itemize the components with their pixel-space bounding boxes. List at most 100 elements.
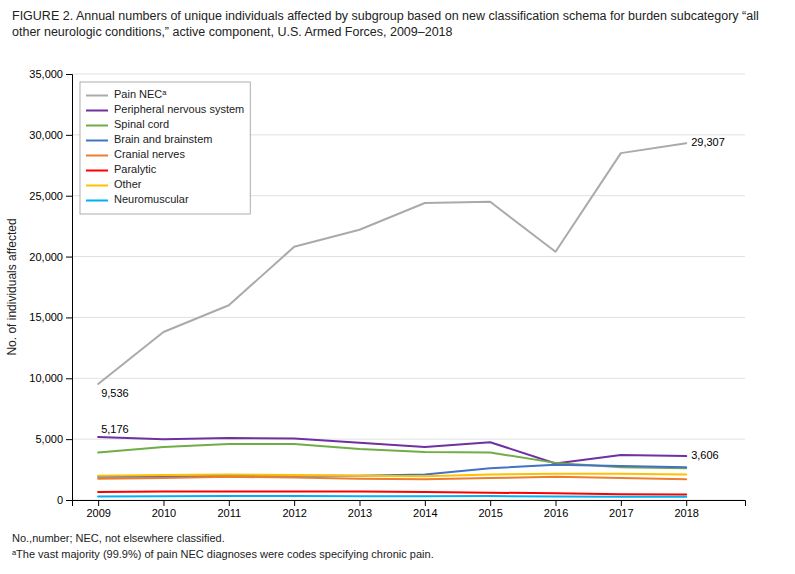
legend-label: Peripheral nervous system	[114, 103, 244, 115]
x-tick-label: 2017	[609, 507, 633, 519]
legend-item: Peripheral nervous system	[86, 103, 244, 115]
title-line: other neurologic conditions,” active com…	[12, 25, 453, 39]
grid	[72, 74, 745, 500]
lines	[98, 143, 686, 497]
grid-line	[72, 317, 745, 318]
y-tick-mark	[66, 439, 72, 440]
title: FIGURE 2. Annual numbers of unique indiv…	[12, 9, 759, 39]
x-tick: 2014	[413, 500, 437, 519]
x-tick: 2018	[674, 500, 698, 519]
y-tick: 35,000	[29, 68, 72, 80]
x-tick-label: 2018	[674, 507, 698, 519]
x-tick-label: 2014	[413, 507, 437, 519]
y-tick-label: 5,000	[35, 433, 63, 445]
x-tick: 2017	[609, 500, 633, 519]
grid-line	[72, 256, 745, 257]
series-line	[98, 474, 686, 476]
legend: Pain NECᵃ Peripheral nervous system Spinal…	[80, 82, 250, 214]
x-tick: 2012	[282, 500, 306, 519]
legend-item: Other	[86, 178, 142, 190]
legend-swatch	[86, 185, 108, 187]
x-tick-mark	[98, 500, 99, 506]
legend-item: Cranial nerves	[86, 148, 185, 160]
y-tick: 15,000	[29, 311, 72, 323]
y-axis-title: No. of individuals affected	[5, 218, 19, 355]
legend-swatch	[86, 140, 108, 142]
x-tick-mark	[425, 500, 426, 506]
x-tick: 2015	[478, 500, 502, 519]
footnote: ᵃThe vast majority (99.9%) of pain NEC d…	[12, 548, 434, 560]
annotation: 9,536	[101, 387, 129, 399]
footnote: No.,number; NEC, not elsewhere classifie…	[12, 532, 225, 544]
axis-domain	[66, 75, 73, 501]
annotation: 5,176	[101, 423, 129, 435]
y-tick-label: 10,000	[29, 372, 63, 384]
x-tick-mark	[621, 500, 622, 506]
series-line	[98, 491, 686, 494]
legend-label: Other	[114, 178, 142, 190]
x-tick-mark	[686, 500, 687, 506]
series-line	[98, 465, 686, 477]
y-tick-label: 0	[57, 494, 63, 506]
legend-label: Brain and brainstem	[114, 133, 212, 145]
y-tick: 10,000	[29, 372, 72, 384]
y-tick: 20,000	[29, 251, 72, 263]
y-axis: 0 5,000 10,000 15,000 20,000 25,000 30,000 35,0…	[29, 68, 72, 506]
series-line	[98, 495, 686, 498]
y-tick-label: 20,000	[29, 251, 63, 263]
axis-domain	[73, 501, 746, 507]
legend-label: Spinal cord	[114, 118, 169, 130]
legend-label: Pain NECᵃ	[114, 88, 167, 100]
y-tick-label: 25,000	[29, 190, 63, 202]
x-tick-mark	[556, 500, 557, 506]
x-tick-mark	[294, 500, 295, 506]
x-tick-mark	[163, 500, 164, 506]
series-line	[98, 477, 686, 479]
chart: FIGURE 2. Annual numbers of unique indiv…	[0, 0, 795, 574]
x-tick-mark	[229, 500, 230, 506]
y-tick-mark	[66, 500, 72, 501]
y-tick-mark	[66, 317, 72, 318]
x-tick-label: 2011	[217, 507, 241, 519]
y-tick: 5,000	[35, 433, 72, 445]
x-tick: 2016	[544, 500, 568, 519]
legend-item: Spinal cord	[86, 118, 169, 130]
x-tick: 2011	[217, 500, 241, 519]
legend-box	[80, 82, 250, 214]
y-tick-mark	[66, 257, 72, 258]
y-tick-label: 30,000	[29, 129, 63, 141]
y-tick-label: 35,000	[29, 68, 63, 80]
x-tick: 2009	[86, 500, 110, 519]
x-tick: 2013	[348, 500, 372, 519]
legend-swatch	[86, 170, 108, 172]
title-line: FIGURE 2. Annual numbers of unique indiv…	[12, 9, 759, 23]
plot: 2009 2010 2011 2012 2013 2014 2015 2016 2017 2018…	[5, 68, 746, 519]
x-axis: 2009 2010 2011 2012 2013 2014 2015 2016 2017 2018	[73, 500, 746, 519]
annotation: 29,307	[691, 136, 725, 148]
grid-line	[72, 74, 745, 75]
legend-swatch	[86, 95, 108, 97]
y-tick-mark	[66, 196, 72, 197]
y-tick-mark	[66, 135, 72, 136]
legend-swatch	[86, 155, 108, 157]
x-tick-label: 2016	[544, 507, 568, 519]
y-tick-mark	[66, 378, 72, 379]
legend-item: Brain and brainstem	[86, 133, 212, 145]
annotation: 3,606	[691, 449, 719, 461]
x-tick-label: 2010	[152, 507, 176, 519]
x-tick-label: 2015	[478, 507, 502, 519]
legend-item: Neuromuscular	[86, 193, 189, 205]
y-tick: 0	[57, 494, 72, 506]
y-tick: 25,000	[29, 190, 72, 202]
y-tick-mark	[66, 74, 72, 75]
legend-label: Cranial nerves	[114, 148, 185, 160]
x-tick-mark	[359, 500, 360, 506]
x-tick-mark	[490, 500, 491, 506]
y-tick: 30,000	[29, 129, 72, 141]
x-tick: 2010	[152, 500, 176, 519]
notes: No.,number; NEC, not elsewhere classifie…	[12, 532, 434, 560]
legend-item: Paralytic	[86, 163, 157, 175]
grid-line	[72, 378, 745, 379]
x-tick-label: 2013	[348, 507, 372, 519]
legend-swatch	[86, 125, 108, 127]
